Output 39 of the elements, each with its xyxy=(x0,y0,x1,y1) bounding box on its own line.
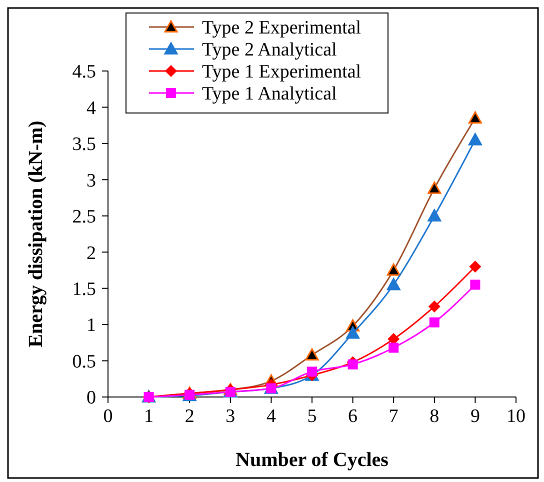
point xyxy=(428,300,440,312)
x-tick-label: 6 xyxy=(348,406,358,427)
point xyxy=(386,278,400,290)
point xyxy=(468,133,482,146)
point xyxy=(429,317,440,328)
point xyxy=(307,366,317,377)
y-tick-label: 4 xyxy=(86,98,96,119)
y-tick-label: 1 xyxy=(86,315,96,336)
x-tick-label: 10 xyxy=(506,406,526,427)
point xyxy=(469,260,482,273)
point xyxy=(266,383,276,394)
legend-label: Type 2 Analytical xyxy=(202,40,337,61)
y-tick-label: 2.5 xyxy=(72,206,96,228)
x-tick-label: 7 xyxy=(388,406,398,427)
x-tick-label: 4 xyxy=(266,406,276,427)
legend-label: Type 1 Experimental xyxy=(202,62,362,83)
x-tick-label: 8 xyxy=(430,406,440,427)
x-tick-label: 9 xyxy=(470,406,480,427)
y-tick-label: 0 xyxy=(86,388,96,409)
point xyxy=(388,342,399,353)
point xyxy=(346,326,360,339)
y-tick-label: 4.5 xyxy=(72,62,96,83)
x-axis-title: Number of Cycles xyxy=(236,449,389,471)
x-tick-label: 5 xyxy=(307,406,317,427)
y-tick-label: 3.5 xyxy=(72,134,96,156)
y-tick-label: 2 xyxy=(86,242,96,264)
y-tick-label: 1.5 xyxy=(72,278,96,300)
x-tick-label: 3 xyxy=(226,406,236,427)
y-tick-label: 3 xyxy=(86,170,96,192)
legend-label: Type 1 Analytical xyxy=(202,84,337,105)
x-tick-label: 0 xyxy=(103,406,113,427)
x-tick-label: 1 xyxy=(144,406,154,427)
point xyxy=(470,280,480,290)
y-axis-title: Energy dissipation (kN-m) xyxy=(25,120,47,348)
point xyxy=(428,209,442,222)
x-tick-label: 2 xyxy=(184,406,194,427)
legend-label: Type 2 Experimental xyxy=(202,18,362,39)
y-tick-label: 0.5 xyxy=(72,351,96,372)
point xyxy=(348,359,358,370)
